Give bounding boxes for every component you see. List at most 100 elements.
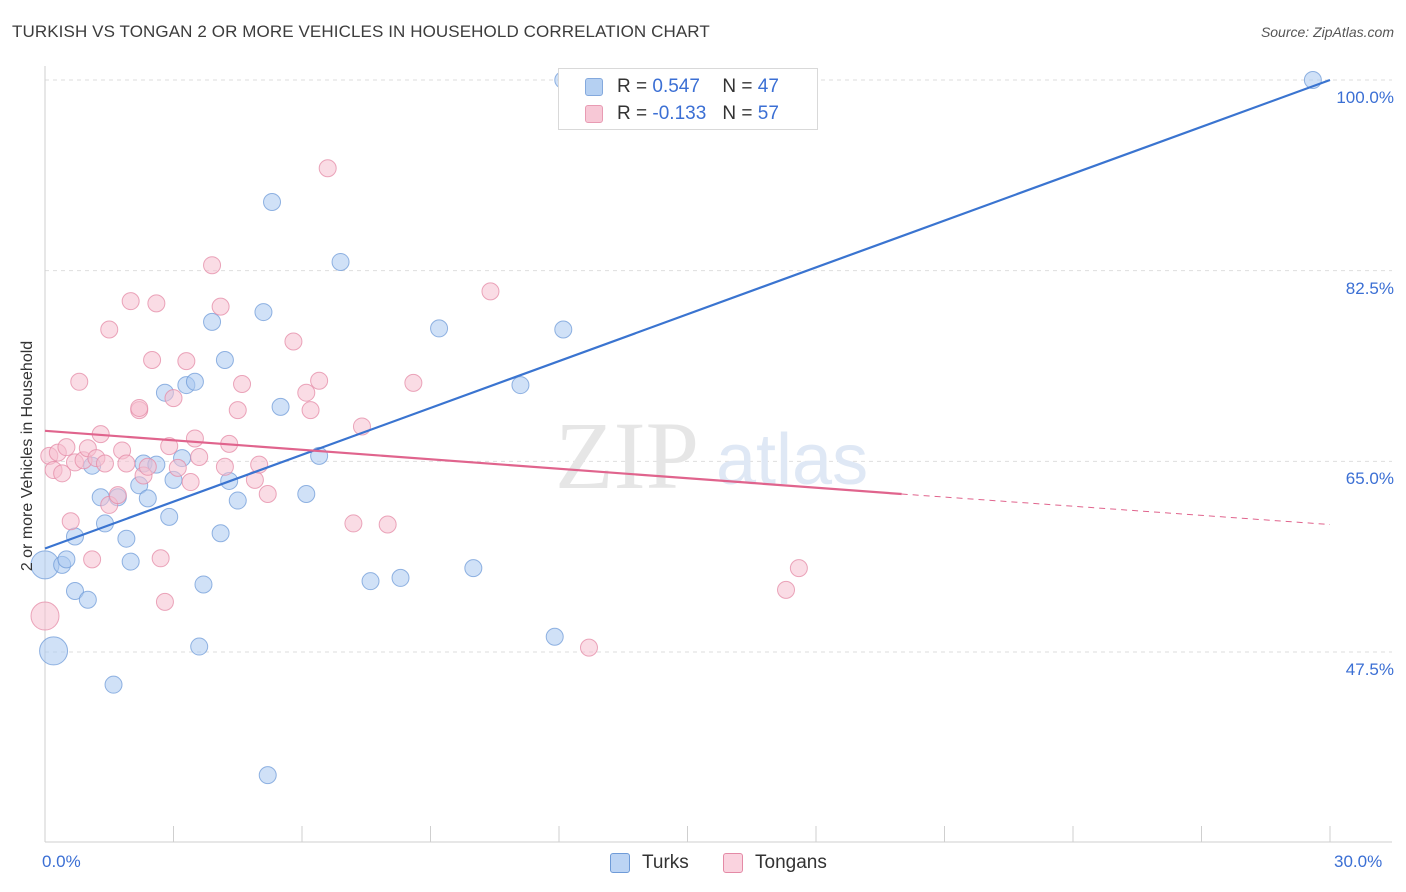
point-tongans	[138, 457, 157, 476]
point-turks	[391, 568, 410, 587]
point-tongans	[404, 373, 423, 392]
point-tongans	[579, 638, 598, 657]
gridlines	[45, 79, 1392, 653]
trend-line-tongans	[44, 429, 902, 496]
point-tongans	[215, 457, 234, 476]
point-tongans	[164, 389, 183, 408]
point-turks	[254, 303, 273, 322]
point-tongans	[168, 458, 187, 477]
point-tongans	[378, 515, 397, 534]
point-turks	[263, 193, 282, 212]
point-turks	[117, 529, 136, 548]
y-axis-label: 2 or more Vehicles in Household	[19, 340, 36, 572]
y-tick-label: 100.0%	[1336, 88, 1394, 107]
point-tongans	[284, 332, 303, 351]
legend-r-label: R =	[617, 76, 648, 97]
point-turks	[121, 552, 140, 571]
trend-lines	[44, 78, 1331, 550]
point-tongans	[53, 464, 72, 483]
legend-swatch-turks	[610, 853, 630, 873]
legend-row-turks: R = 0.547 N = 47	[559, 74, 779, 100]
source-label: Source: ZipAtlas.com	[1260, 24, 1394, 40]
legend-label-tongans: Tongans	[755, 852, 827, 873]
legend-r-label: R =	[617, 103, 648, 124]
point-tongans	[70, 372, 89, 391]
legend-swatch-tongans	[723, 853, 743, 873]
point-tongans	[143, 351, 162, 370]
point-tongans	[95, 454, 114, 473]
point-turks	[39, 636, 69, 666]
point-tongans	[160, 437, 179, 456]
x-tick-label-max: 30.0%	[1334, 852, 1383, 871]
point-turks	[297, 485, 316, 504]
correlation-legend: R = 0.547 N = 47 R = -0.133 N = 57	[558, 68, 818, 130]
point-turks	[57, 550, 76, 569]
point-turks	[211, 524, 230, 543]
y-tick-label: 65.0%	[1345, 469, 1394, 489]
point-turks	[203, 312, 222, 331]
legend-item-tongans[interactable]: Tongans	[723, 852, 827, 874]
point-turks	[185, 372, 204, 391]
point-tongans	[258, 485, 277, 504]
point-tongans	[100, 320, 119, 339]
legend-n-value: 57	[757, 103, 779, 124]
point-turks	[511, 376, 530, 395]
point-turks	[258, 766, 277, 785]
point-turks	[194, 575, 213, 594]
point-tongans	[83, 550, 102, 569]
trend-line-tongans-extension	[901, 493, 1331, 526]
point-tongans	[318, 159, 337, 178]
point-tongans	[310, 371, 329, 390]
legend-label-turks: Turks	[642, 852, 689, 873]
point-turks	[554, 320, 573, 339]
point-tongans	[30, 601, 60, 631]
point-tongans	[228, 401, 247, 420]
point-tongans	[181, 473, 200, 492]
legend-n-value: 47	[757, 76, 779, 97]
point-tongans	[185, 429, 204, 448]
point-turks	[361, 572, 380, 591]
point-turks	[271, 397, 290, 416]
point-tongans	[151, 549, 170, 568]
point-turks	[65, 581, 84, 600]
point-tongans	[108, 486, 127, 505]
point-turks	[160, 507, 179, 526]
watermark-zip: ZIP	[555, 402, 699, 509]
point-turks	[228, 491, 247, 510]
point-tongans	[155, 592, 174, 611]
point-tongans	[481, 282, 500, 301]
point-tongans	[147, 294, 166, 313]
point-tongans	[117, 454, 136, 473]
series-turks	[30, 71, 1322, 785]
series-tongans	[30, 159, 808, 657]
point-tongans	[130, 398, 149, 417]
watermark-atlas: atlas	[716, 420, 868, 500]
point-tongans	[177, 352, 196, 371]
point-tongans	[789, 559, 808, 578]
point-tongans	[297, 383, 316, 402]
legend-swatch-turks	[585, 78, 603, 96]
point-tongans	[57, 438, 76, 457]
point-tongans	[233, 374, 252, 393]
point-turks	[545, 627, 564, 646]
legend-n-label: N =	[722, 103, 753, 124]
x-tick-label-min: 0.0%	[42, 852, 81, 871]
y-tick-label: 47.5%	[1345, 660, 1394, 679]
point-tongans	[203, 256, 222, 275]
series-legend: Turks Tongans	[0, 852, 1406, 878]
legend-row-tongans: R = -0.133 N = 57	[559, 101, 779, 127]
point-tongans	[301, 401, 320, 420]
watermark: ZIP atlas	[555, 402, 868, 509]
point-turks	[331, 252, 350, 271]
point-turks	[138, 489, 157, 508]
legend-r-value: 0.547	[652, 76, 700, 97]
legend-item-turks[interactable]: Turks	[610, 852, 689, 874]
legend-r-value: -0.133	[652, 103, 707, 124]
trend-line-turks	[44, 78, 1331, 550]
point-turks	[104, 675, 123, 694]
point-turks	[190, 637, 209, 656]
point-turks	[464, 559, 483, 578]
point-tongans	[190, 447, 209, 466]
y-tick-label: 82.5%	[1345, 278, 1394, 298]
